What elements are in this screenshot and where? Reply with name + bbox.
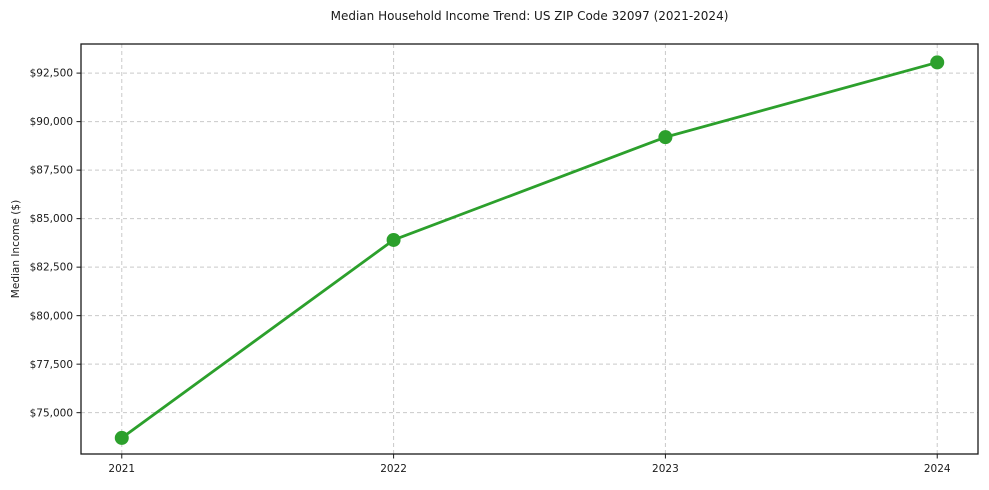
y-tick-label: $87,500 <box>30 165 73 177</box>
y-axis-label: Median Income ($) <box>10 199 22 299</box>
y-tick-label: $75,000 <box>30 407 73 419</box>
x-tick-label: 2023 <box>652 463 679 475</box>
data-point-marker <box>658 130 673 145</box>
chart-title: Median Household Income Trend: US ZIP Co… <box>330 9 729 23</box>
data-point-marker <box>386 232 401 247</box>
y-tick-label: $92,500 <box>30 68 73 80</box>
y-tick-label: $82,500 <box>30 262 73 274</box>
x-tick-label: 2022 <box>380 463 407 475</box>
y-tick-label: $90,000 <box>30 116 73 128</box>
x-tick-label: 2021 <box>108 463 135 475</box>
y-tick-label: $85,000 <box>30 213 73 225</box>
data-point-marker <box>930 55 945 70</box>
y-tick-label: $80,000 <box>30 310 73 322</box>
x-tick-label: 2024 <box>924 463 951 475</box>
y-tick-label: $77,500 <box>30 359 73 371</box>
data-line <box>120 61 939 440</box>
plot-border <box>80 43 979 455</box>
data-point-marker <box>114 430 129 445</box>
